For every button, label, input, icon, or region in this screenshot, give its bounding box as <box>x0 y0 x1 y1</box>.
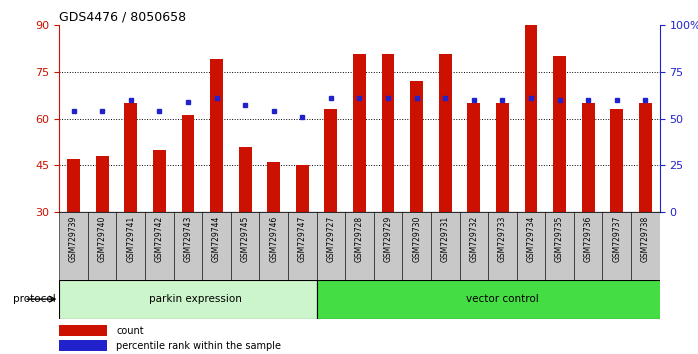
Bar <box>410 81 423 212</box>
Bar <box>267 162 280 212</box>
Bar <box>260 212 288 280</box>
Bar <box>353 55 366 212</box>
Bar <box>574 212 602 280</box>
Text: GSM729744: GSM729744 <box>212 216 221 262</box>
Bar <box>288 212 317 280</box>
Bar <box>602 212 631 280</box>
Bar <box>96 156 109 212</box>
Text: GSM729739: GSM729739 <box>69 216 78 262</box>
Text: GSM729729: GSM729729 <box>384 216 392 262</box>
Text: GSM729747: GSM729747 <box>298 216 307 262</box>
Bar <box>174 212 202 280</box>
Text: GSM729732: GSM729732 <box>469 216 478 262</box>
Bar <box>402 212 431 280</box>
Text: count: count <box>117 326 144 336</box>
Text: GSM729746: GSM729746 <box>269 216 279 262</box>
Text: GSM729742: GSM729742 <box>155 216 164 262</box>
Bar <box>59 280 317 319</box>
Bar <box>59 340 107 351</box>
Bar <box>631 212 660 280</box>
Text: GSM729737: GSM729737 <box>612 216 621 262</box>
Text: GSM729740: GSM729740 <box>98 216 107 262</box>
Text: GSM729745: GSM729745 <box>241 216 250 262</box>
Bar <box>239 147 251 212</box>
Text: parkin expression: parkin expression <box>149 294 242 304</box>
Bar <box>124 103 138 212</box>
Bar <box>431 212 459 280</box>
Text: GSM729741: GSM729741 <box>126 216 135 262</box>
Text: GSM729733: GSM729733 <box>498 216 507 262</box>
Text: GSM729730: GSM729730 <box>412 216 421 262</box>
Bar <box>231 212 260 280</box>
Bar <box>610 109 623 212</box>
Bar <box>553 56 566 212</box>
Bar <box>59 212 88 280</box>
Bar <box>581 103 595 212</box>
Bar <box>639 103 652 212</box>
Bar <box>459 212 488 280</box>
Text: GSM729738: GSM729738 <box>641 216 650 262</box>
Bar <box>325 109 337 212</box>
Bar <box>117 212 145 280</box>
Bar <box>517 212 545 280</box>
Text: vector control: vector control <box>466 294 539 304</box>
Text: GSM729727: GSM729727 <box>327 216 335 262</box>
Text: GSM729736: GSM729736 <box>584 216 593 262</box>
Bar <box>545 212 574 280</box>
Bar <box>346 212 373 280</box>
Text: GSM729743: GSM729743 <box>184 216 193 262</box>
Text: GSM729728: GSM729728 <box>355 216 364 262</box>
Bar <box>317 212 346 280</box>
Text: GDS4476 / 8050658: GDS4476 / 8050658 <box>59 11 186 24</box>
Bar <box>67 159 80 212</box>
Bar <box>296 165 309 212</box>
Bar <box>382 55 394 212</box>
Bar <box>524 22 537 212</box>
Bar <box>317 280 674 319</box>
Bar <box>59 325 107 336</box>
Bar <box>373 212 402 280</box>
Bar <box>468 103 480 212</box>
Text: GSM729734: GSM729734 <box>526 216 535 262</box>
Bar <box>210 59 223 212</box>
Bar <box>145 212 174 280</box>
Bar <box>88 212 117 280</box>
Bar <box>496 103 509 212</box>
Bar <box>181 115 194 212</box>
Bar <box>202 212 231 280</box>
Text: GSM729735: GSM729735 <box>555 216 564 262</box>
Text: protocol: protocol <box>13 294 56 304</box>
Text: percentile rank within the sample: percentile rank within the sample <box>117 341 281 350</box>
Bar <box>488 212 517 280</box>
Bar <box>153 150 166 212</box>
Text: GSM729731: GSM729731 <box>440 216 450 262</box>
Bar <box>439 55 452 212</box>
